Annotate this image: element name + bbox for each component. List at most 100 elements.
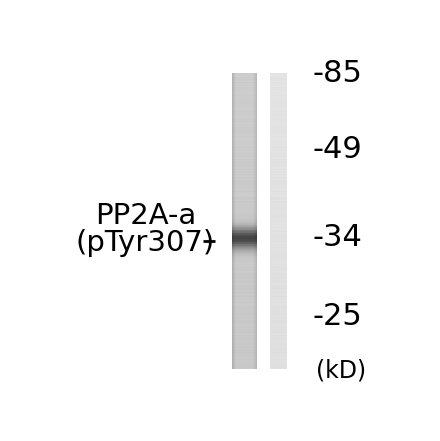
Bar — [232, 260, 257, 261]
Bar — [234, 73, 235, 369]
Bar — [270, 213, 287, 214]
Bar — [270, 231, 287, 232]
Bar — [232, 153, 257, 154]
Bar — [232, 346, 257, 347]
Bar — [270, 117, 287, 118]
Bar — [232, 346, 257, 348]
Bar — [232, 142, 257, 143]
Bar — [232, 247, 257, 248]
Bar — [232, 241, 257, 242]
Text: PP2A-a: PP2A-a — [95, 202, 196, 230]
Bar — [232, 112, 257, 113]
Bar — [270, 201, 287, 202]
Bar — [270, 314, 287, 315]
Bar — [256, 73, 257, 369]
Bar — [232, 221, 257, 222]
Bar — [270, 116, 287, 117]
Bar — [232, 318, 257, 319]
Bar — [270, 73, 287, 74]
Bar — [232, 92, 257, 93]
Bar — [232, 347, 257, 348]
Bar — [270, 293, 287, 294]
Bar — [270, 233, 287, 234]
Bar — [232, 246, 257, 247]
Bar — [270, 209, 287, 210]
Bar — [232, 244, 257, 245]
Bar — [232, 309, 257, 310]
Bar — [232, 337, 257, 338]
Bar — [270, 138, 287, 139]
Bar — [232, 354, 257, 355]
Bar — [270, 111, 287, 112]
Bar — [270, 291, 287, 292]
Bar — [232, 129, 257, 130]
Bar — [232, 349, 257, 350]
Bar — [232, 327, 257, 328]
Bar — [232, 157, 257, 158]
Bar — [232, 106, 257, 107]
Bar — [270, 229, 287, 230]
Bar — [270, 208, 287, 209]
Bar — [270, 210, 287, 211]
Bar — [270, 292, 287, 293]
Bar — [232, 240, 257, 241]
Bar — [270, 82, 287, 83]
Bar — [270, 176, 287, 177]
Bar — [270, 227, 287, 228]
Bar — [232, 250, 257, 251]
Bar — [270, 74, 287, 75]
Bar — [270, 80, 287, 81]
Bar — [270, 269, 287, 270]
Bar — [232, 173, 257, 174]
Bar — [270, 84, 287, 85]
Bar — [270, 185, 287, 186]
Bar — [270, 105, 287, 106]
Bar — [270, 92, 287, 93]
Bar — [232, 171, 257, 172]
Bar — [232, 110, 257, 111]
Bar — [270, 326, 287, 327]
Bar — [232, 141, 257, 142]
Bar — [270, 292, 287, 293]
Bar — [270, 164, 287, 166]
Bar — [232, 73, 233, 369]
Bar — [232, 342, 257, 343]
Bar — [270, 186, 287, 187]
Bar — [270, 150, 287, 151]
Bar — [270, 139, 287, 140]
Bar — [270, 102, 287, 103]
Bar — [232, 96, 257, 97]
Bar — [232, 137, 257, 138]
Bar — [270, 302, 287, 303]
Bar — [232, 138, 257, 139]
Bar — [232, 272, 257, 273]
Bar — [232, 174, 257, 175]
Bar — [232, 196, 257, 197]
Bar — [270, 162, 287, 163]
Bar — [232, 251, 257, 252]
Bar — [232, 298, 257, 299]
Bar — [232, 164, 257, 166]
Bar — [232, 116, 257, 117]
Bar — [270, 346, 287, 347]
Bar — [232, 367, 257, 368]
Bar — [232, 307, 257, 308]
Bar — [232, 233, 257, 234]
Bar — [270, 214, 287, 215]
Bar — [270, 125, 287, 126]
Bar — [270, 81, 287, 82]
Bar — [232, 336, 257, 337]
Bar — [232, 324, 257, 325]
Bar — [232, 261, 257, 262]
Bar — [270, 272, 287, 273]
Bar — [270, 336, 287, 337]
Bar — [232, 225, 257, 226]
Bar — [270, 338, 287, 339]
Bar — [270, 282, 287, 283]
Bar — [232, 237, 257, 238]
Bar — [232, 73, 257, 74]
Bar — [270, 87, 287, 88]
Bar — [270, 115, 287, 116]
Bar — [232, 334, 257, 335]
Bar — [232, 283, 257, 284]
